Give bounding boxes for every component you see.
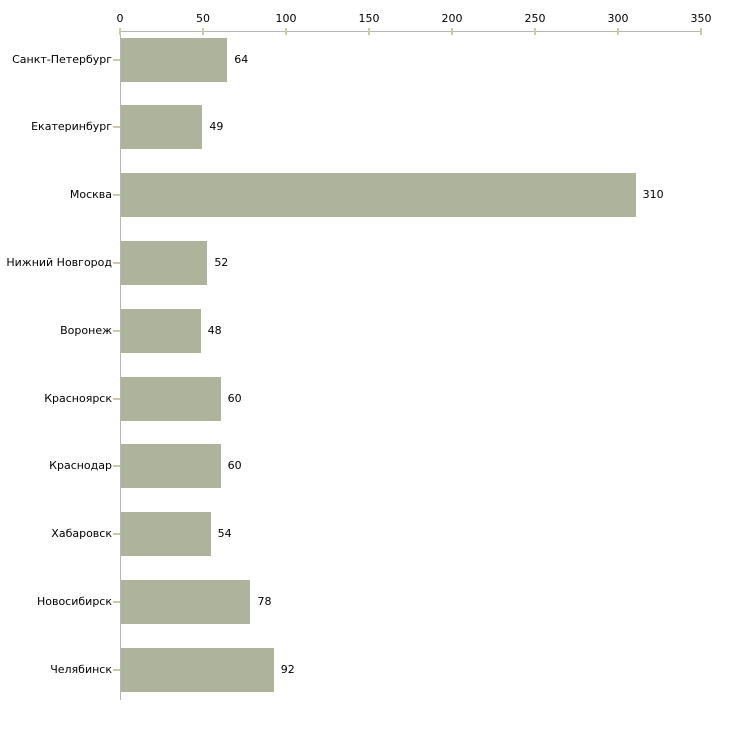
bar <box>121 37 228 82</box>
category-label: Екатеринбург <box>31 120 112 134</box>
x-tick-mark <box>202 28 204 35</box>
x-tick-label: 200 <box>441 12 463 25</box>
x-tick-mark <box>700 28 702 35</box>
value-label: 310 <box>642 188 664 202</box>
category-label: Нижний Новгород <box>6 255 112 269</box>
category-tick-mark <box>113 533 120 536</box>
category-tick-mark <box>113 668 120 671</box>
category-label: Санкт-Петербург <box>12 52 112 66</box>
x-axis-line <box>120 31 702 32</box>
bar <box>121 376 221 421</box>
category-label: Красноярск <box>44 391 112 405</box>
category-label: Челябинск <box>50 662 112 676</box>
x-tick-mark <box>368 28 370 35</box>
x-tick-label: 350 <box>690 12 712 25</box>
category-label: Новосибирск <box>36 594 112 608</box>
category-tick-mark <box>113 397 120 400</box>
category-tick-mark <box>113 194 120 197</box>
value-label: 78 <box>257 594 272 608</box>
x-tick-mark <box>451 28 453 35</box>
bar <box>121 173 636 218</box>
y-axis-line <box>120 31 121 700</box>
x-tick-mark <box>534 28 536 35</box>
x-tick-mark <box>617 28 619 35</box>
category-tick-mark <box>113 600 120 603</box>
bar <box>121 240 208 285</box>
x-tick-mark <box>285 28 287 35</box>
bar <box>121 579 251 624</box>
category-tick-mark <box>113 465 120 468</box>
x-tick-label: 50 <box>196 12 210 25</box>
bar <box>121 105 203 150</box>
value-label: 64 <box>234 52 249 66</box>
category-label: Краснодар <box>49 459 112 473</box>
value-label: 60 <box>227 459 242 473</box>
category-tick-mark <box>113 126 120 129</box>
category-tick-mark <box>113 329 120 332</box>
x-tick-label: 150 <box>358 12 380 25</box>
x-tick-mark <box>119 28 121 35</box>
bar <box>121 512 211 557</box>
value-label: 54 <box>217 527 232 541</box>
x-tick-label: 0 <box>116 12 124 25</box>
category-tick-mark <box>113 261 120 264</box>
value-label: 48 <box>207 323 222 337</box>
category-label: Москва <box>69 188 112 202</box>
value-label: 60 <box>227 391 242 405</box>
x-tick-label: 100 <box>275 12 297 25</box>
category-label: Воронеж <box>60 323 112 337</box>
bar <box>121 308 201 353</box>
value-label: 92 <box>280 662 295 676</box>
category-tick-mark <box>113 58 120 61</box>
value-label: 49 <box>209 120 224 134</box>
category-label: Хабаровск <box>51 527 112 541</box>
bar <box>121 647 274 692</box>
bar <box>121 444 221 489</box>
x-tick-label: 250 <box>524 12 546 25</box>
x-tick-label: 300 <box>607 12 629 25</box>
value-label: 52 <box>214 255 229 269</box>
